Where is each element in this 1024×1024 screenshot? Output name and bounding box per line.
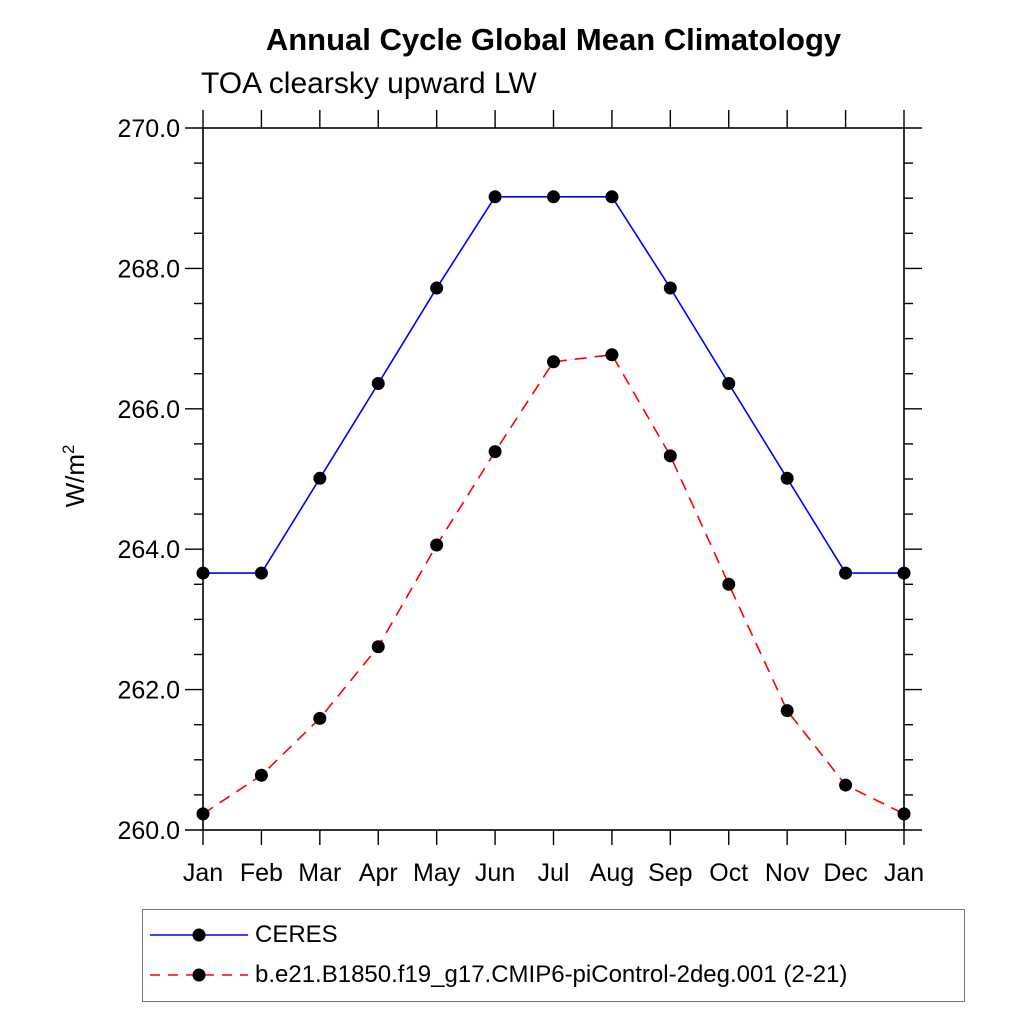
data-point-marker <box>254 566 268 580</box>
y-tick-label: 268.0 <box>117 255 180 283</box>
legend-item-model: b.e21.B1850.f19_g17.CMIP6-piControl-2deg… <box>143 955 964 995</box>
x-tick-label: Jan <box>183 859 223 887</box>
x-tick-label: Jul <box>538 859 570 887</box>
y-tick-label: 264.0 <box>117 536 180 564</box>
plot-border <box>202 127 905 831</box>
x-tick-label: Nov <box>765 859 810 887</box>
data-point-marker <box>663 281 677 295</box>
x-tick-label: May <box>413 859 461 887</box>
data-point-marker <box>488 445 502 459</box>
data-point-marker <box>196 807 210 821</box>
data-point-marker <box>605 348 619 362</box>
y-tick-label: 266.0 <box>117 396 180 424</box>
data-point-marker <box>313 471 327 485</box>
data-point-marker <box>371 377 385 391</box>
x-tick-label: Jan <box>884 859 924 887</box>
data-point-marker <box>430 538 444 552</box>
x-tick-label: Dec <box>823 859 867 887</box>
chart-title: Annual Cycle Global Mean Climatology <box>265 22 842 57</box>
data-point-marker <box>780 704 794 718</box>
x-tick-label: Jun <box>475 859 515 887</box>
y-tick-label: 262.0 <box>117 677 180 705</box>
series-line-ceres <box>203 195 904 574</box>
legend-dashed-line-sample <box>150 968 248 982</box>
legend: CERES b.e21.B1850.f19_g17.CMIP6-piContro… <box>142 909 965 1002</box>
x-tick-label: Oct <box>709 859 748 887</box>
data-point-marker <box>897 807 911 821</box>
legend-label-ceres: CERES <box>255 921 338 948</box>
legend-solid-line-sample <box>150 928 248 942</box>
x-tick-label: Mar <box>298 859 341 887</box>
data-point-marker <box>722 577 736 591</box>
data-point-marker <box>547 190 560 204</box>
x-tick-label: Aug <box>590 859 634 887</box>
data-point-marker <box>605 190 619 204</box>
legend-item-ceres: CERES <box>143 915 964 955</box>
x-tick-label: Feb <box>240 859 283 887</box>
x-tick-label: Apr <box>359 859 398 887</box>
data-point-marker <box>839 566 853 580</box>
data-point-marker <box>371 640 385 654</box>
chart-subtitle: TOA clearsky upward LW <box>201 67 537 100</box>
data-point-marker <box>547 355 560 369</box>
series-line-model <box>202 353 905 815</box>
data-point-marker <box>663 449 677 463</box>
y-tick-label: 270.0 <box>117 115 180 143</box>
data-point-marker <box>488 190 502 204</box>
legend-label-model: b.e21.B1850.f19_g17.CMIP6-piControl-2deg… <box>255 961 848 988</box>
data-point-marker <box>254 768 268 782</box>
data-point-marker <box>313 711 327 725</box>
x-tick-label: Sep <box>648 859 692 887</box>
data-point-marker <box>196 566 210 580</box>
y-tick-label: 260.0 <box>117 817 180 845</box>
data-point-marker <box>430 281 444 295</box>
data-point-marker <box>897 566 911 580</box>
data-point-marker <box>722 377 736 391</box>
data-point-marker <box>780 471 794 485</box>
data-point-marker <box>839 778 853 792</box>
